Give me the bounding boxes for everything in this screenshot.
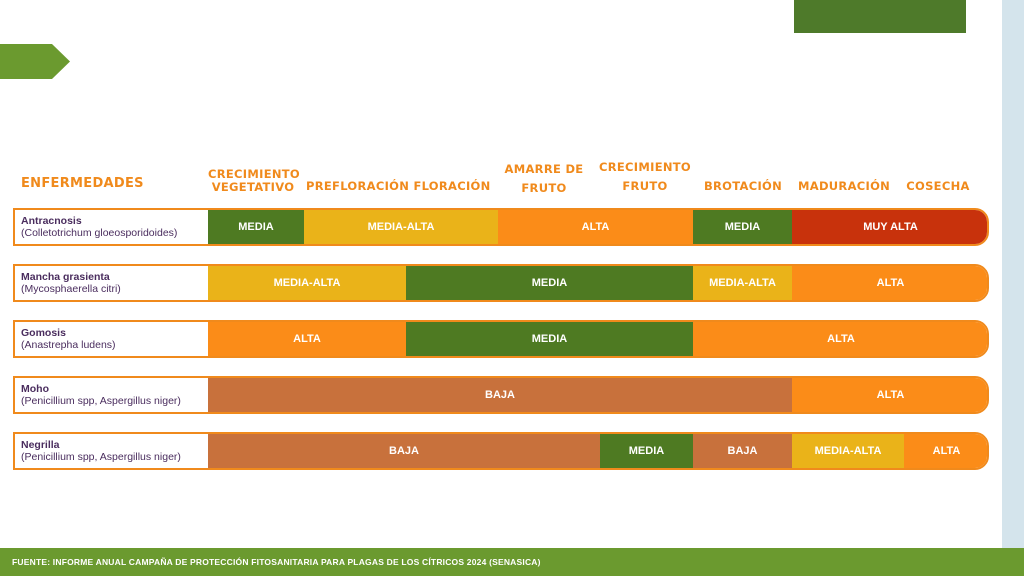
header-floracion: FLORACIÓN — [413, 179, 491, 193]
risk-segment: ALTA — [693, 322, 987, 356]
header-enfermedades: ENFERMEDADES — [21, 176, 144, 191]
risk-segment: MEDIA — [406, 322, 693, 356]
disease-scientific-name: (Penicillium spp, Aspergillus niger) — [21, 395, 181, 407]
risk-segment: MEDIA-ALTA — [304, 210, 498, 244]
risk-segment: ALTA — [792, 266, 987, 300]
arrow-tab-decoration — [0, 44, 70, 79]
disease-scientific-name: (Anastrepha ludens) — [21, 339, 116, 351]
disease-name: Gomosis — [21, 327, 66, 339]
header-crecimiento-fruto: CRECIMIENTO FRUTO — [596, 158, 694, 196]
header-cosecha: COSECHA — [906, 179, 970, 193]
risk-segment: BAJA — [208, 434, 600, 468]
risk-segment: MUY ALTA — [792, 210, 987, 244]
disease-scientific-name: (Colletotrichum gloeosporidoides) — [21, 227, 178, 239]
header-amarre-de-fruto: AMARRE DE FRUTO — [498, 160, 590, 198]
disease-row-moho: Moho (Penicillium spp, Aspergillus niger… — [13, 376, 989, 414]
disease-row-antracnosis: Antracnosis (Colletotrichum gloeosporido… — [13, 208, 989, 246]
risk-segment: MEDIA — [208, 210, 304, 244]
disease-row-negrilla: Negrilla (Penicillium spp, Aspergillus n… — [13, 432, 989, 470]
disease-row-mancha-grasienta: Mancha grasienta (Mycosphaerella citri) … — [13, 264, 989, 302]
disease-name: Antracnosis — [21, 215, 82, 227]
footer-source: FUENTE: INFORME ANUAL CAMPAÑA DE PROTECC… — [0, 548, 1024, 576]
disease-name: Negrilla — [21, 439, 60, 451]
header-amarre-line2: FRUTO — [521, 181, 567, 195]
risk-segment: ALTA — [904, 434, 987, 468]
risk-segment: ALTA — [792, 378, 987, 412]
header-amarre-line1: AMARRE DE — [504, 162, 584, 176]
header-crecimiento-vegetativo-line1: CRECIMIENTO — [208, 167, 300, 181]
disease-row-gomosis: Gomosis (Anastrepha ludens) ALTA MEDIA A… — [13, 320, 989, 358]
right-side-strip — [1002, 0, 1024, 548]
risk-segment: ALTA — [208, 322, 406, 356]
header-maduracion: MADURACIÓN — [798, 179, 891, 193]
row-label: Negrilla (Penicillium spp, Aspergillus n… — [21, 439, 181, 463]
row-label: Antracnosis (Colletotrichum gloeosporido… — [21, 215, 177, 239]
row-label: Moho (Penicillium spp, Aspergillus niger… — [21, 383, 181, 407]
header-prefloracion: PREFLORACIÓN — [306, 179, 410, 193]
risk-segment: MEDIA — [600, 434, 693, 468]
row-label: Gomosis (Anastrepha ludens) — [21, 327, 116, 351]
disease-name: Mancha grasienta — [21, 271, 110, 283]
row-label: Mancha grasienta (Mycosphaerella citri) — [21, 271, 121, 295]
risk-segment: MEDIA — [406, 266, 693, 300]
risk-segment: BAJA — [208, 378, 792, 412]
risk-segment: MEDIA-ALTA — [208, 266, 406, 300]
risk-segment: MEDIA-ALTA — [693, 266, 792, 300]
risk-segment: MEDIA-ALTA — [792, 434, 904, 468]
header-crecimiento-fruto-line1: CRECIMIENTO — [599, 160, 691, 174]
header-crecimiento-fruto-line2: FRUTO — [622, 179, 668, 193]
top-green-block — [794, 0, 966, 33]
header-crecimiento-vegetativo-line2: VEGETATIVO — [211, 180, 295, 194]
risk-segment: ALTA — [498, 210, 693, 244]
header-crecimiento-vegetativo: CRECIMIENTO VEGETATIVO — [208, 167, 300, 194]
header-brotacion: BROTACIÓN — [703, 179, 783, 193]
disease-scientific-name: (Mycosphaerella citri) — [21, 283, 121, 295]
risk-segment: BAJA — [693, 434, 792, 468]
risk-segment: MEDIA — [693, 210, 792, 244]
disease-scientific-name: (Penicillium spp, Aspergillus niger) — [21, 451, 181, 463]
disease-name: Moho — [21, 383, 49, 395]
